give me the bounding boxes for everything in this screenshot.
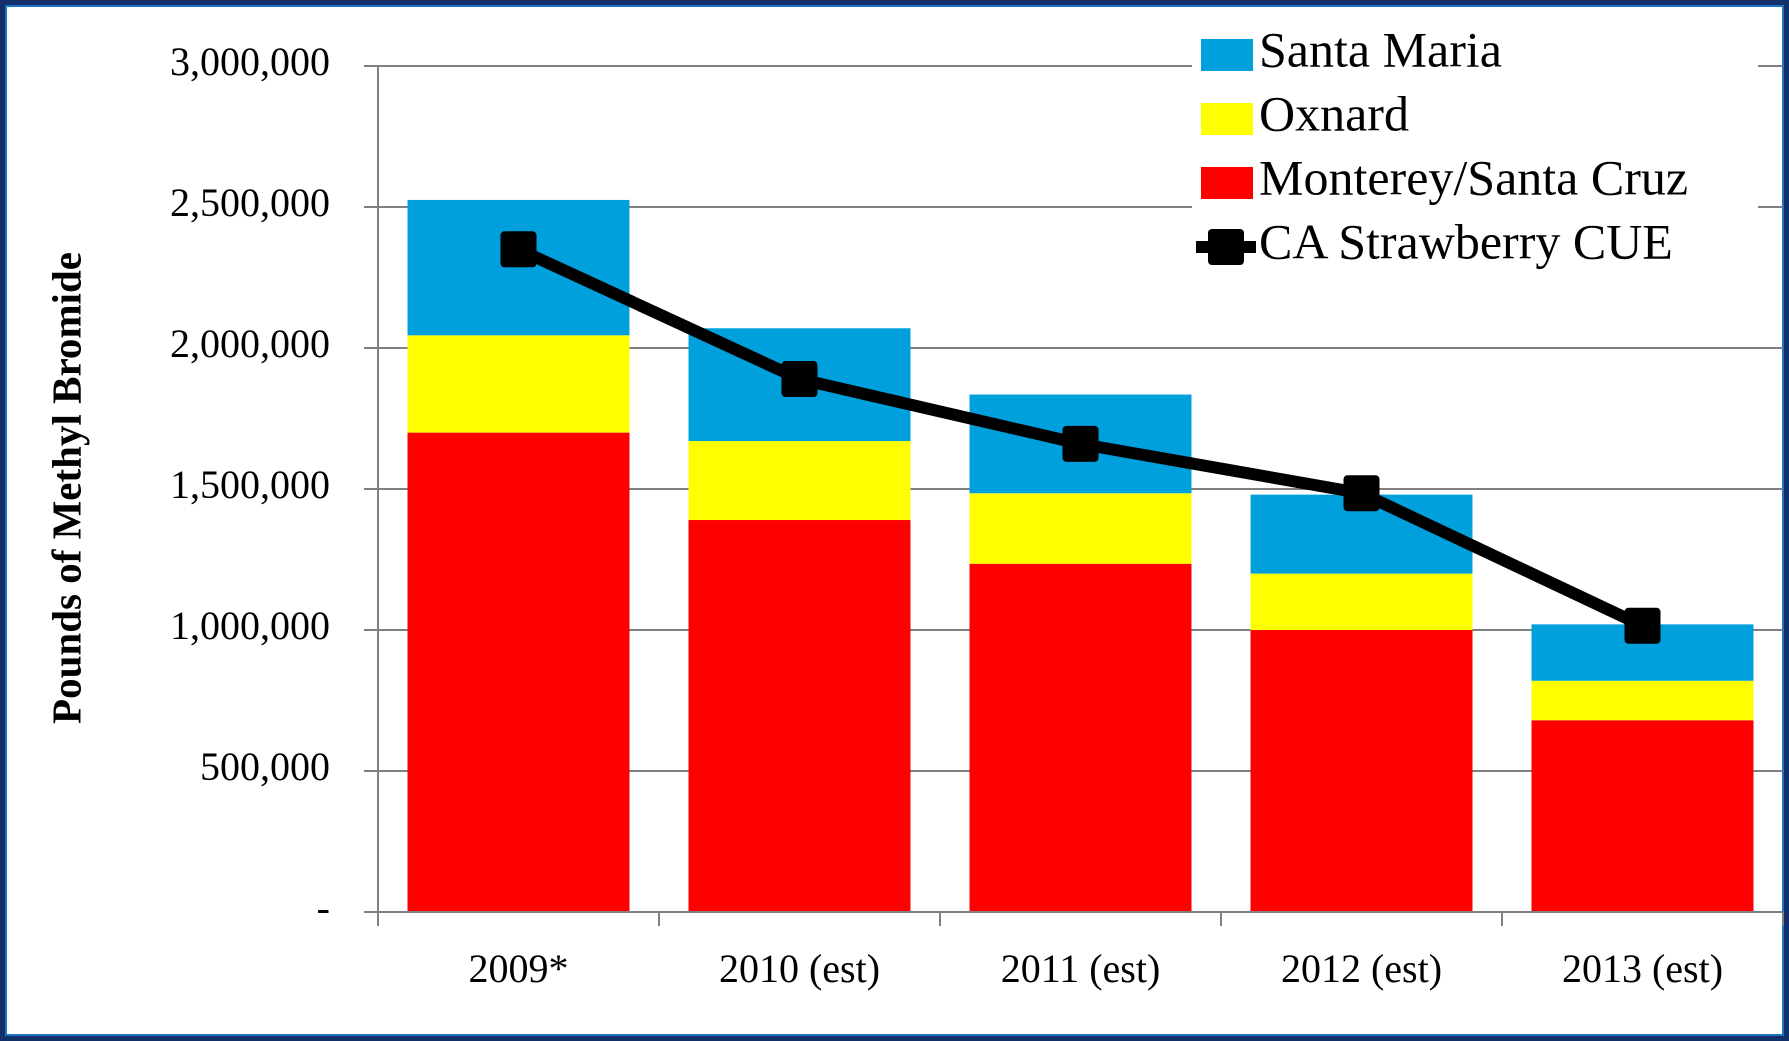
x-tick-label: 2009* <box>469 946 569 991</box>
legend-swatch <box>1201 103 1253 135</box>
bar-segment <box>407 432 630 912</box>
y-tick-label: - <box>317 885 330 930</box>
legend-box <box>1192 34 1758 284</box>
y-tick-label: 2,000,000 <box>170 321 330 366</box>
bar-segment <box>969 493 1192 564</box>
bar-segment <box>688 441 911 521</box>
bar-segment <box>1531 720 1754 912</box>
bar-segment <box>407 199 630 336</box>
line-marker <box>1343 475 1380 512</box>
y-tick-label: 1,000,000 <box>170 603 330 648</box>
bar-segment <box>1250 630 1473 912</box>
legend-swatch <box>1201 39 1253 71</box>
legend-swatch <box>1208 229 1244 265</box>
y-tick-label: 500,000 <box>200 744 330 789</box>
legend-swatch <box>1201 167 1253 199</box>
x-tick-label: 2013 (est) <box>1562 946 1723 991</box>
y-tick-label: 2,500,000 <box>170 180 330 225</box>
legend-label: Monterey/Santa Cruz <box>1259 149 1688 205</box>
y-tick-label: 3,000,000 <box>170 39 330 84</box>
y-tick-label: 1,500,000 <box>170 462 330 507</box>
legend-label: CA Strawberry CUE <box>1259 213 1673 269</box>
x-tick-label: 2011 (est) <box>1001 946 1161 991</box>
line-marker <box>1062 425 1099 462</box>
bar-segment <box>1250 573 1473 630</box>
bar-segment <box>688 520 911 912</box>
legend-label: Oxnard <box>1259 85 1409 141</box>
bar-segment <box>969 563 1192 912</box>
x-tick-label: 2012 (est) <box>1281 946 1442 991</box>
line-marker <box>1624 607 1661 644</box>
line-marker <box>500 231 537 268</box>
bar-segment <box>1531 680 1754 721</box>
bar-segment <box>407 335 630 433</box>
legend-label: Santa Maria <box>1259 21 1502 77</box>
x-tick-label: 2010 (est) <box>719 946 880 991</box>
y-axis-title: Pounds of Methyl Bromide <box>43 252 89 724</box>
line-marker <box>781 361 818 398</box>
